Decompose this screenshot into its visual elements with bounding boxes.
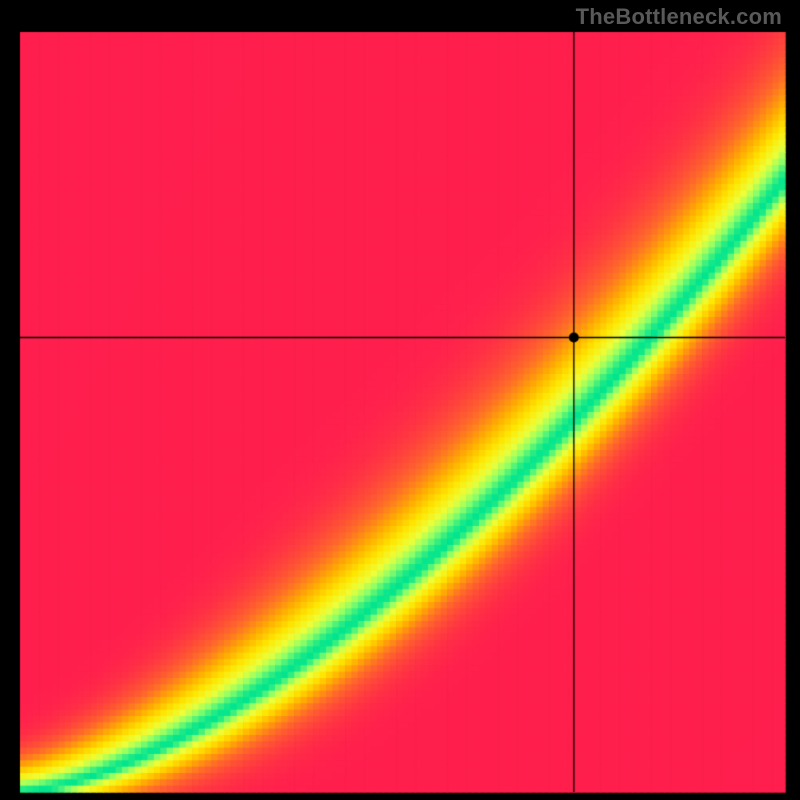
bottleneck-heatmap [0, 0, 800, 800]
chart-container: { "watermark": { "text": "TheBottleneck.… [0, 0, 800, 800]
watermark-text: TheBottleneck.com [576, 4, 782, 30]
